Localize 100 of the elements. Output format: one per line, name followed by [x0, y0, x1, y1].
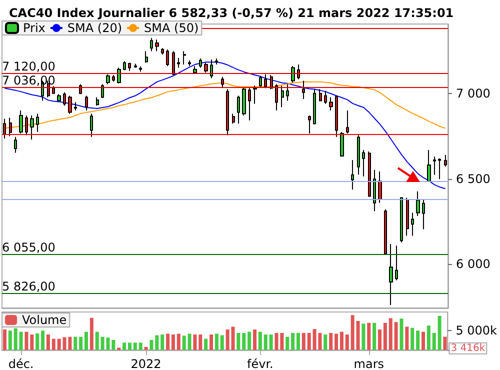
bar [198, 334, 202, 350]
y-tick-label: 6 000 [456, 256, 490, 271]
bar [90, 318, 94, 350]
candlestick [357, 134, 360, 176]
chart-title: CAC40 Index Journalier 6 582,33 (-0,57 %) 21 mars 2022 17:35:01 [9, 6, 454, 20]
bar [248, 332, 252, 350]
candlestick [264, 74, 267, 89]
bar [280, 332, 284, 350]
candlestick [112, 74, 115, 82]
bar [150, 340, 154, 350]
candlestick [237, 95, 240, 124]
bar [367, 322, 371, 350]
bar [236, 332, 240, 350]
data-label: 3 416k [450, 342, 486, 354]
bar [432, 332, 436, 350]
bar [160, 334, 164, 350]
bar [41, 330, 45, 350]
bar [269, 334, 273, 350]
bar [307, 332, 311, 350]
y-tick-label: 6 500 [456, 172, 490, 186]
bar [340, 332, 344, 350]
bar [291, 332, 295, 350]
x-tick-label: 2022 [130, 357, 162, 370]
candlestick [161, 47, 164, 55]
bar [84, 332, 88, 350]
candlestick [128, 62, 131, 72]
bar [14, 328, 18, 350]
candlestick [281, 85, 284, 108]
candlestick [389, 244, 393, 306]
candlestick [438, 158, 441, 180]
candlestick [422, 199, 425, 230]
bar [36, 333, 40, 350]
candlestick [145, 50, 148, 64]
candlestick [204, 62, 208, 74]
bar [362, 324, 366, 350]
candlestick [155, 39, 159, 52]
candlestick [106, 74, 110, 85]
candlestick [275, 84, 278, 112]
bar [302, 332, 306, 350]
bar [296, 332, 300, 350]
bar [95, 332, 99, 350]
candlestick [384, 208, 387, 254]
y-tick-label: 5 000k [456, 324, 498, 338]
candlestick [248, 88, 251, 121]
bar [378, 329, 382, 350]
bar [438, 316, 442, 350]
candlestick [368, 151, 371, 197]
legend-label: Prix [23, 21, 46, 35]
candlestick [36, 113, 39, 132]
candlestick [3, 118, 6, 139]
candlestick [329, 96, 333, 112]
ref-line-label: 5 826,00 [2, 279, 56, 294]
bar [405, 326, 409, 350]
candlestick [215, 58, 218, 65]
bar [264, 334, 268, 350]
candlestick [19, 110, 23, 134]
candlestick [183, 50, 186, 65]
bar [19, 332, 23, 350]
bar [210, 334, 214, 350]
bar [258, 332, 262, 350]
candlestick [444, 154, 447, 168]
bar [334, 334, 338, 350]
bar [383, 322, 387, 350]
bar [30, 334, 34, 350]
candlestick [411, 212, 414, 236]
candlestick [177, 57, 180, 68]
bar [388, 318, 392, 350]
candlestick [335, 95, 338, 138]
bar [155, 335, 159, 350]
bar [252, 329, 256, 350]
candlestick [210, 59, 213, 79]
candlestick [25, 114, 28, 136]
bar [188, 334, 192, 350]
x-tick-label: mars [354, 357, 384, 370]
bar [57, 338, 61, 350]
ref-line-label: 7 036,00 [2, 74, 56, 88]
candlestick [117, 67, 121, 84]
candlestick [232, 113, 235, 124]
legend-label: SMA (50) [144, 21, 199, 35]
candlestick [150, 38, 153, 52]
bar [204, 338, 208, 350]
bar [144, 346, 148, 350]
candlestick [14, 136, 17, 154]
candlestick [362, 150, 365, 177]
bar [394, 322, 398, 350]
candlestick [226, 88, 229, 136]
bar [176, 334, 180, 350]
x-tick-label: déc. [8, 357, 34, 370]
bar [410, 328, 414, 350]
candlestick [85, 95, 88, 112]
candlestick [9, 117, 12, 137]
bar [350, 315, 354, 350]
candlestick [199, 58, 202, 68]
bar [46, 334, 50, 350]
candlestick [74, 102, 77, 112]
candlestick [373, 169, 376, 212]
candlestick [270, 74, 273, 90]
bar [214, 334, 218, 350]
candlestick [166, 49, 169, 67]
bar [329, 332, 333, 350]
